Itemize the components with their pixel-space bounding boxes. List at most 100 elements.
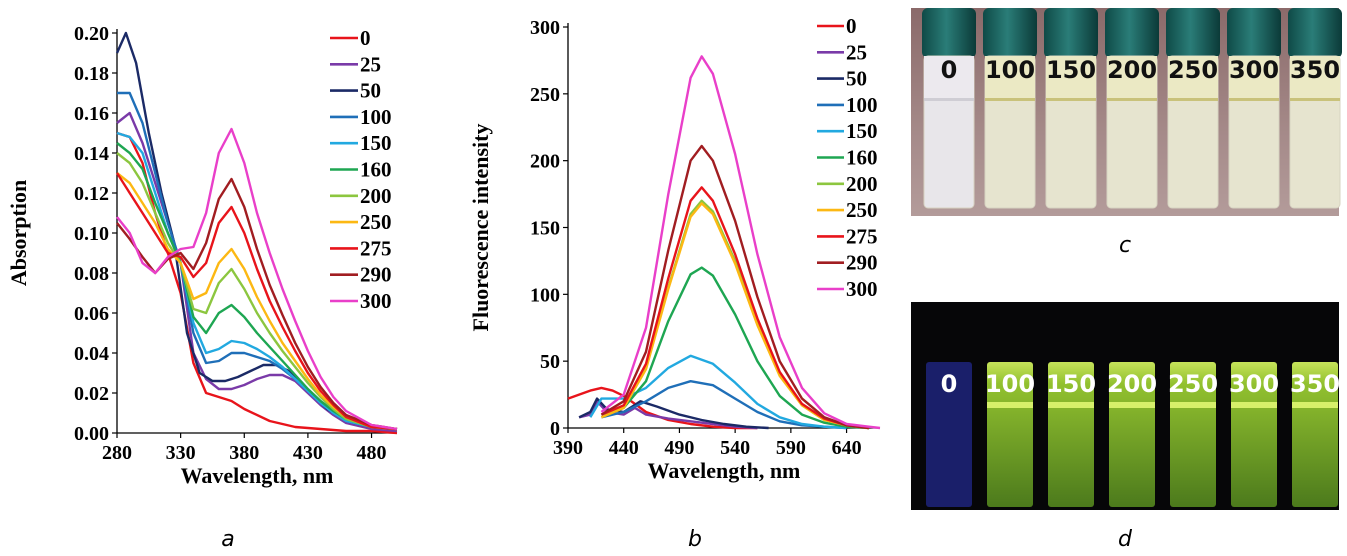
x-tick-label: 440 bbox=[609, 437, 639, 459]
x-axis-title: Wavelength, nm bbox=[181, 463, 334, 488]
vial-meniscus bbox=[1046, 98, 1096, 101]
legend-entry: 200 bbox=[846, 172, 878, 196]
legend-entry: 160 bbox=[360, 158, 392, 182]
vial-cap bbox=[1044, 8, 1098, 58]
vial-body bbox=[1292, 362, 1338, 507]
y-tick-label: 200 bbox=[530, 151, 560, 173]
vial-meniscus bbox=[1048, 402, 1094, 408]
panel-label-c: c bbox=[1119, 233, 1131, 258]
series-line-0 bbox=[116, 131, 398, 435]
legend-entry: 150 bbox=[846, 119, 878, 143]
vial-headspace bbox=[1107, 56, 1157, 98]
vial-meniscus bbox=[987, 402, 1033, 408]
y-tick-label: 0 bbox=[550, 418, 560, 440]
vial-headspace bbox=[1168, 56, 1218, 98]
vial-meniscus bbox=[1229, 98, 1279, 101]
vial-label: 300 bbox=[1229, 56, 1279, 84]
vial-label: 100 bbox=[985, 56, 1035, 84]
legend-entry: 50 bbox=[846, 67, 867, 91]
vial-label: 150 bbox=[1046, 56, 1096, 84]
vial-body bbox=[926, 362, 972, 507]
vial-label: 250 bbox=[1168, 370, 1218, 398]
legend-entry: 0 bbox=[360, 26, 371, 50]
y-tick-label: 300 bbox=[530, 17, 560, 39]
vial-meniscus bbox=[1168, 98, 1218, 101]
legend-entry: 25 bbox=[360, 52, 381, 76]
series-line-160 bbox=[601, 266, 869, 430]
vial-cap bbox=[1166, 8, 1220, 58]
series-line-275 bbox=[115, 172, 398, 431]
y-tick-label: 50 bbox=[540, 351, 560, 373]
panel-label-d: d bbox=[1118, 527, 1133, 551]
legend-entry: 200 bbox=[360, 184, 392, 208]
y-tick-label: 0.02 bbox=[74, 383, 109, 405]
y-tick-label: 150 bbox=[530, 218, 560, 240]
x-tick-label: 490 bbox=[664, 437, 694, 459]
y-tick-label: 250 bbox=[530, 84, 560, 106]
vial-meniscus bbox=[1290, 98, 1340, 101]
vial-label: 0 bbox=[941, 370, 958, 398]
vial-cap bbox=[1227, 8, 1281, 58]
vial-meniscus bbox=[1109, 402, 1155, 408]
y-tick-label: 0.12 bbox=[74, 183, 109, 205]
panel-label-a: a bbox=[221, 527, 234, 551]
x-tick-label: 330 bbox=[166, 442, 196, 464]
y-tick-label: 0.06 bbox=[74, 303, 109, 325]
legend-entry: 100 bbox=[846, 93, 878, 117]
legend-entry: 290 bbox=[360, 263, 392, 287]
vial-cap bbox=[922, 8, 976, 58]
series-line-150 bbox=[116, 131, 398, 431]
legend-entry: 275 bbox=[846, 224, 878, 248]
legend-entry: 160 bbox=[846, 146, 878, 170]
vial-headspace bbox=[985, 56, 1035, 98]
y-axis-title: Fluorescence intensity bbox=[468, 124, 493, 332]
legend-entry: 290 bbox=[846, 251, 878, 275]
vial-meniscus bbox=[1292, 402, 1338, 408]
x-axis-title: Wavelength, nm bbox=[648, 458, 801, 483]
vial-cap bbox=[1288, 8, 1342, 58]
y-axis-title: Absorption bbox=[6, 180, 31, 286]
legend-entry: 150 bbox=[360, 131, 392, 155]
y-tick-label: 0.16 bbox=[74, 103, 109, 125]
vial-cap bbox=[983, 8, 1037, 58]
vial-headspace bbox=[924, 56, 974, 98]
legend-entry: 300 bbox=[360, 289, 392, 313]
vial-meniscus bbox=[924, 98, 974, 101]
y-tick-label: 100 bbox=[530, 284, 560, 306]
vial-label: 200 bbox=[1107, 56, 1157, 84]
vial-meniscus bbox=[1170, 402, 1216, 408]
series-line-275 bbox=[600, 186, 870, 430]
panel-label-b: b bbox=[688, 527, 702, 551]
vial-meniscus bbox=[1231, 402, 1277, 408]
vial-body bbox=[1170, 362, 1216, 507]
vial-label: 200 bbox=[1107, 370, 1157, 398]
legend-entry: 50 bbox=[360, 79, 381, 103]
vial-headspace bbox=[1046, 56, 1096, 98]
series-line-300 bbox=[600, 55, 881, 430]
vial-label: 300 bbox=[1229, 370, 1279, 398]
series-line-25 bbox=[578, 400, 758, 430]
x-tick-label: 480 bbox=[357, 442, 387, 464]
y-tick-label: 0.04 bbox=[74, 343, 109, 365]
y-tick-label: 0.20 bbox=[74, 23, 109, 45]
x-tick-label: 380 bbox=[229, 442, 259, 464]
series-line-200 bbox=[116, 152, 398, 431]
absorption-chart: 280 330 380 430 480 0.00 0.02 0.04 0.06 0.08 0.10 0… bbox=[6, 23, 398, 488]
y-tick-label: 0.18 bbox=[74, 63, 109, 85]
legend-entry: 25 bbox=[846, 40, 867, 64]
vial-headspace bbox=[1290, 56, 1340, 98]
vial-label: 100 bbox=[985, 370, 1035, 398]
vial-body bbox=[1048, 362, 1094, 507]
series-line-50 bbox=[578, 397, 769, 430]
legend-entry: 100 bbox=[360, 105, 392, 129]
legend-entry: 0 bbox=[846, 14, 857, 38]
vials-daylight-photo: 0 100 150 200 250 300 350 bbox=[911, 8, 1342, 216]
vial-meniscus bbox=[985, 98, 1035, 101]
vial-label: 250 bbox=[1168, 56, 1218, 84]
x-tick-label: 540 bbox=[720, 437, 750, 459]
legend-entry: 275 bbox=[360, 236, 392, 260]
vial-cap bbox=[1105, 8, 1159, 58]
series-line-160 bbox=[116, 142, 398, 431]
fluorescence-chart: 390 440 490 540 590 640050100150200250300Wave… bbox=[468, 14, 881, 483]
vial-label: 0 bbox=[941, 56, 958, 84]
